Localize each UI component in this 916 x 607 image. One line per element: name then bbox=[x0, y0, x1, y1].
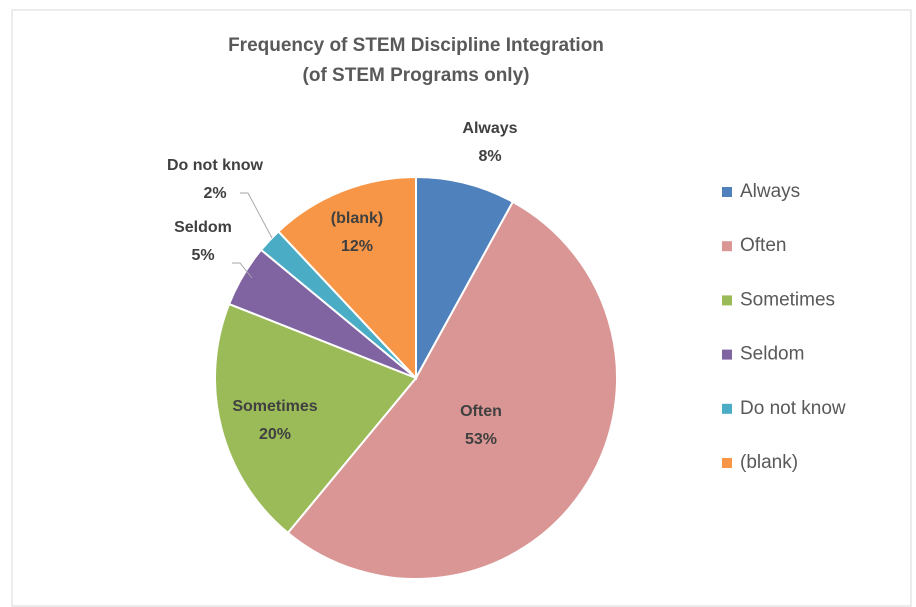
data-label-name: (blank) bbox=[331, 210, 383, 227]
data-label-value: 8% bbox=[478, 148, 501, 165]
pie-slice bbox=[276, 175, 417, 381]
legend-label: Sometimes bbox=[740, 289, 835, 310]
legend-label: (blank) bbox=[740, 452, 798, 473]
pie-slice bbox=[415, 175, 515, 379]
legend-swatch bbox=[722, 187, 732, 197]
data-label-name: Seldom bbox=[174, 219, 232, 236]
data-label-name: Always bbox=[462, 120, 517, 137]
pie-slice bbox=[286, 200, 618, 580]
legend-label: Always bbox=[740, 181, 800, 202]
legend-swatch bbox=[722, 295, 732, 306]
data-label-value: 12% bbox=[341, 238, 373, 255]
data-label-value: 53% bbox=[465, 431, 497, 448]
data-label-name: Sometimes bbox=[232, 398, 317, 415]
data-label-value: 2% bbox=[203, 185, 226, 202]
legend-label: Do not know bbox=[740, 398, 846, 419]
leader-line bbox=[232, 262, 253, 279]
leader-line bbox=[240, 192, 273, 239]
data-label-name: Do not know bbox=[167, 157, 264, 174]
chart-subtitle: (of STEM Programs only) bbox=[303, 65, 530, 86]
data-label-value: 5% bbox=[191, 247, 214, 264]
pie-slice bbox=[214, 302, 418, 535]
legend-label: Seldom bbox=[740, 344, 804, 365]
data-label-name: Often bbox=[460, 403, 502, 420]
legend-swatch bbox=[722, 403, 732, 414]
legend-swatch bbox=[722, 458, 732, 468]
data-label-value: 20% bbox=[259, 426, 291, 443]
chart-title: Frequency of STEM Discipline Integration bbox=[228, 35, 604, 56]
legend-swatch bbox=[722, 349, 732, 360]
legend-label: Often bbox=[740, 235, 786, 256]
legend-swatch bbox=[722, 241, 732, 252]
